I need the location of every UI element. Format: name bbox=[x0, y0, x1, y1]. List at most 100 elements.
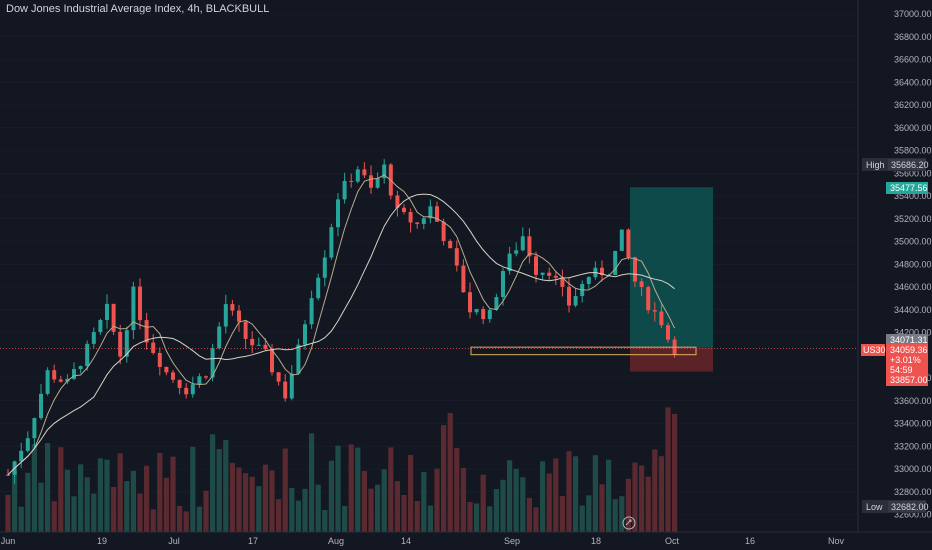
price-tick-label: 33600.00 bbox=[894, 396, 932, 406]
stop-loss-value: 33857.00 bbox=[890, 375, 928, 385]
volume-bar bbox=[533, 507, 539, 532]
candle-body bbox=[184, 387, 189, 395]
candle-body bbox=[177, 379, 182, 388]
volume-bar bbox=[84, 477, 90, 532]
price-axis[interactable]: 37000.00 36800.00 36600.00 36400.00 36200.00… bbox=[857, 0, 932, 532]
volume-bar bbox=[500, 479, 506, 532]
volume-bar bbox=[434, 468, 440, 532]
loss-zone bbox=[630, 347, 713, 372]
candle-body bbox=[369, 175, 373, 188]
volume-bar bbox=[447, 413, 453, 532]
time-tick-label: Nov bbox=[828, 536, 845, 546]
candle-body bbox=[144, 320, 149, 343]
volume-bar bbox=[408, 454, 414, 532]
volume-bars bbox=[5, 407, 678, 532]
price-tick-label: 35600.00 bbox=[894, 168, 932, 178]
price-tick-label: 36000.00 bbox=[894, 123, 932, 133]
volume-bar bbox=[190, 446, 196, 532]
candle-body bbox=[32, 418, 37, 439]
volume-bar bbox=[282, 448, 288, 532]
candle-body bbox=[98, 319, 103, 333]
volume-bar bbox=[672, 413, 678, 532]
candle-body bbox=[72, 369, 76, 379]
candle-body bbox=[448, 240, 453, 249]
volume-bar bbox=[64, 469, 70, 532]
time-tick-label: Sep bbox=[504, 536, 520, 546]
candle-body bbox=[501, 271, 505, 298]
moving-average-line bbox=[7, 174, 676, 476]
candle-body bbox=[659, 311, 664, 326]
volume-bar bbox=[394, 481, 400, 532]
candle-body bbox=[402, 207, 406, 212]
price-tick-label: 36400.00 bbox=[894, 77, 932, 87]
volume-bar bbox=[421, 472, 427, 532]
volume-bar bbox=[619, 496, 625, 532]
candle-body bbox=[118, 331, 123, 357]
volume-bar bbox=[375, 484, 381, 532]
time-tick-label: Aug bbox=[328, 536, 344, 546]
volume-bar bbox=[262, 464, 268, 532]
volume-bar bbox=[652, 449, 658, 532]
candle-body bbox=[256, 344, 261, 346]
price-tick-label: 36200.00 bbox=[894, 100, 932, 110]
candle-body bbox=[534, 256, 538, 275]
candle-body bbox=[441, 221, 446, 241]
volume-bar bbox=[639, 465, 645, 532]
candle-body bbox=[428, 206, 433, 219]
candle-body bbox=[408, 211, 413, 223]
long-position-tool[interactable] bbox=[630, 187, 713, 372]
high-tag: High 35686.20 bbox=[862, 158, 929, 171]
volume-bar bbox=[45, 443, 51, 532]
high-tag-label: High bbox=[866, 160, 885, 170]
volume-bar bbox=[130, 470, 136, 532]
volume-bar bbox=[599, 484, 605, 532]
volume-bar bbox=[322, 509, 328, 532]
candle-body bbox=[375, 178, 380, 188]
candle-body bbox=[276, 372, 281, 382]
candle-body bbox=[329, 227, 334, 258]
time-tick-label: Jun bbox=[1, 536, 16, 546]
candle-body bbox=[560, 277, 565, 287]
volume-bar bbox=[579, 505, 585, 532]
support-zone-rectangle bbox=[470, 346, 697, 356]
candle-body bbox=[626, 229, 631, 258]
volume-bar bbox=[137, 493, 143, 532]
candle-body bbox=[263, 344, 268, 350]
volume-bar bbox=[196, 506, 202, 532]
price-tick-label: 37000.00 bbox=[894, 9, 932, 19]
volume-bar bbox=[163, 477, 169, 532]
candle-body bbox=[322, 257, 327, 278]
candle-body bbox=[138, 286, 142, 321]
candle-body bbox=[91, 332, 96, 344]
volume-bar bbox=[124, 481, 130, 532]
price-tick-label: 34200.00 bbox=[894, 328, 932, 338]
volume-bar bbox=[526, 497, 532, 532]
candle-body bbox=[105, 303, 109, 320]
price-tick-label: 35200.00 bbox=[894, 214, 932, 224]
stop-loss-tag: 33857.00 bbox=[886, 374, 928, 386]
volume-bar bbox=[236, 467, 242, 532]
candle-body bbox=[85, 343, 90, 367]
volume-bar bbox=[625, 478, 631, 532]
change-percent: +3.01% bbox=[890, 355, 921, 365]
high-tag-value: 35686.20 bbox=[891, 160, 929, 170]
replay-icon[interactable] bbox=[622, 516, 636, 530]
volume-bar bbox=[249, 476, 255, 532]
candle-body bbox=[382, 164, 387, 179]
candle-body bbox=[494, 297, 499, 310]
volume-bar bbox=[573, 456, 579, 532]
candle-body bbox=[666, 325, 670, 340]
volume-bar bbox=[559, 495, 565, 532]
volume-bar bbox=[97, 458, 103, 532]
price-tick-label: 36600.00 bbox=[894, 55, 932, 65]
volume-bar bbox=[414, 501, 420, 532]
candle-body bbox=[421, 218, 426, 224]
price-tick-label: 32800.00 bbox=[894, 487, 932, 497]
volume-bar bbox=[401, 494, 407, 532]
entry-tag: 34071.31 bbox=[886, 334, 928, 346]
candle-body bbox=[131, 286, 136, 331]
low-tag: Low 32682.00 bbox=[862, 500, 929, 513]
candle-body bbox=[395, 195, 400, 208]
time-axis[interactable]: Jun 19 Jul 17 Aug 14 Sep 18 Oct 16 Nov bbox=[0, 531, 932, 546]
